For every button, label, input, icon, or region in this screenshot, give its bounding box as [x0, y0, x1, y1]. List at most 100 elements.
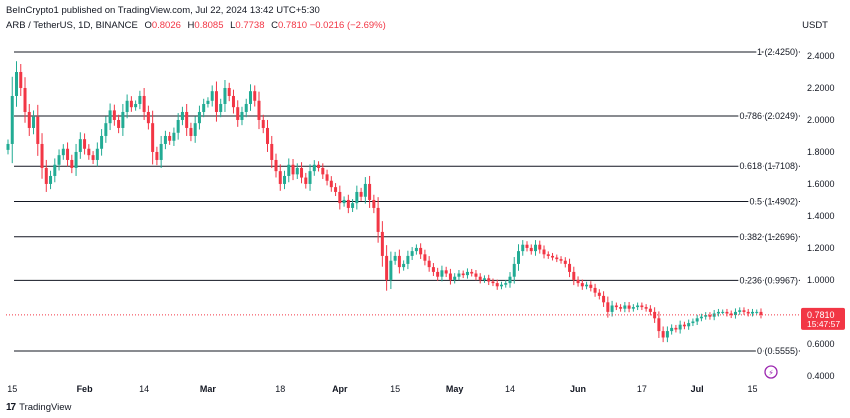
candle-body — [300, 167, 304, 178]
candle-body — [402, 263, 406, 268]
candle-body — [138, 95, 142, 104]
open-value: 0.8026 — [151, 20, 181, 31]
candle-body — [19, 71, 23, 88]
candle-body — [538, 244, 542, 250]
candle-body — [631, 307, 635, 309]
candle-body — [448, 273, 452, 280]
candle-body — [317, 164, 321, 168]
candle-body — [108, 110, 112, 124]
candle-body — [423, 254, 427, 261]
change-value: −0.0216 (−2.69%) — [309, 20, 386, 31]
candle-body — [159, 143, 163, 160]
candle-body — [670, 327, 674, 332]
last-price-countdown: 15:47:57 — [807, 319, 840, 329]
y-axis-tick: 2.2000 — [807, 83, 835, 93]
y-axis-tick: 2.0000 — [807, 115, 835, 125]
candle-body — [193, 123, 197, 136]
fib-level-label: 0.618 (1.7108) — [739, 161, 798, 171]
candle-body — [691, 321, 695, 324]
candle-body — [580, 283, 584, 287]
candle-body — [699, 316, 703, 319]
candle-body — [240, 111, 244, 120]
candle-body — [682, 324, 686, 327]
candle-body — [461, 273, 465, 276]
y-axis-tick: 1.6000 — [807, 179, 835, 189]
candle-body — [619, 307, 623, 309]
candle-body — [6, 143, 10, 150]
x-axis-tick: May — [446, 384, 464, 394]
candle-body — [180, 111, 184, 120]
fib-level-label: 0.5 (1.4902) — [749, 197, 798, 207]
candle-body — [482, 278, 486, 280]
candle-body — [104, 123, 108, 136]
candle-body — [253, 91, 257, 101]
candle-body — [125, 100, 129, 112]
candle-body — [665, 331, 669, 338]
candle-body — [304, 177, 308, 184]
candle-body — [121, 111, 125, 128]
candle-body — [704, 315, 708, 317]
candle-body — [602, 295, 606, 303]
candle-body — [10, 95, 14, 144]
candle-body — [487, 278, 491, 282]
candle-body — [44, 167, 48, 184]
y-axis-tick: 1.4000 — [807, 211, 835, 221]
candle-body — [236, 107, 240, 120]
last-price-badge — [801, 307, 845, 330]
candle-body — [146, 111, 150, 124]
candle-body — [334, 187, 338, 192]
candle-body — [95, 148, 99, 160]
currency-label[interactable]: USDT — [802, 20, 828, 31]
tradingview-logo-icon: 17 — [6, 402, 16, 413]
candle-body — [440, 270, 444, 277]
candle-body — [474, 273, 478, 277]
candle-body — [172, 132, 176, 141]
candle-body — [100, 135, 104, 149]
candle-body — [495, 283, 499, 287]
open-label: O — [144, 20, 152, 31]
x-axis-tick: 17 — [637, 384, 647, 394]
candle-body — [551, 255, 555, 258]
candle-body — [134, 103, 138, 108]
candle-body — [636, 305, 640, 308]
candle-body — [368, 183, 372, 200]
candle-body — [585, 284, 589, 287]
candle-body — [83, 139, 87, 149]
candle-body — [721, 311, 725, 313]
candle-body — [627, 305, 631, 309]
candle-body — [210, 91, 214, 101]
candle-body — [572, 271, 576, 280]
candle-body — [568, 263, 572, 272]
candle-body — [746, 311, 750, 314]
candle-body — [274, 159, 278, 172]
candle-body — [142, 95, 146, 112]
low-value: 0.7738 — [235, 20, 265, 31]
candle-body — [491, 281, 495, 284]
candle-body — [725, 311, 729, 314]
candle-body — [372, 199, 376, 208]
candle-body — [542, 249, 546, 255]
candle-body — [742, 310, 746, 312]
tradingview-footer: 17 TradingView — [6, 402, 71, 413]
candle-body — [338, 191, 342, 204]
candle-body — [176, 119, 180, 133]
candle-body — [61, 148, 65, 156]
candle-body — [87, 148, 91, 156]
candle-body — [291, 164, 295, 175]
candle-body — [57, 155, 61, 165]
candle-body — [36, 116, 40, 144]
high-value: 0.8085 — [194, 20, 224, 31]
high-label: H — [187, 20, 195, 31]
candle-body — [606, 302, 610, 312]
candle-body — [40, 143, 44, 168]
candle-body — [53, 164, 57, 176]
candle-body — [266, 127, 270, 144]
candle-body — [223, 87, 227, 104]
x-axis-tick: 15 — [747, 384, 757, 394]
lightning-event-icon — [764, 365, 778, 379]
candle-body — [516, 251, 520, 264]
candle-body — [716, 311, 720, 314]
candle-body — [283, 175, 287, 184]
candle-body — [674, 327, 678, 330]
